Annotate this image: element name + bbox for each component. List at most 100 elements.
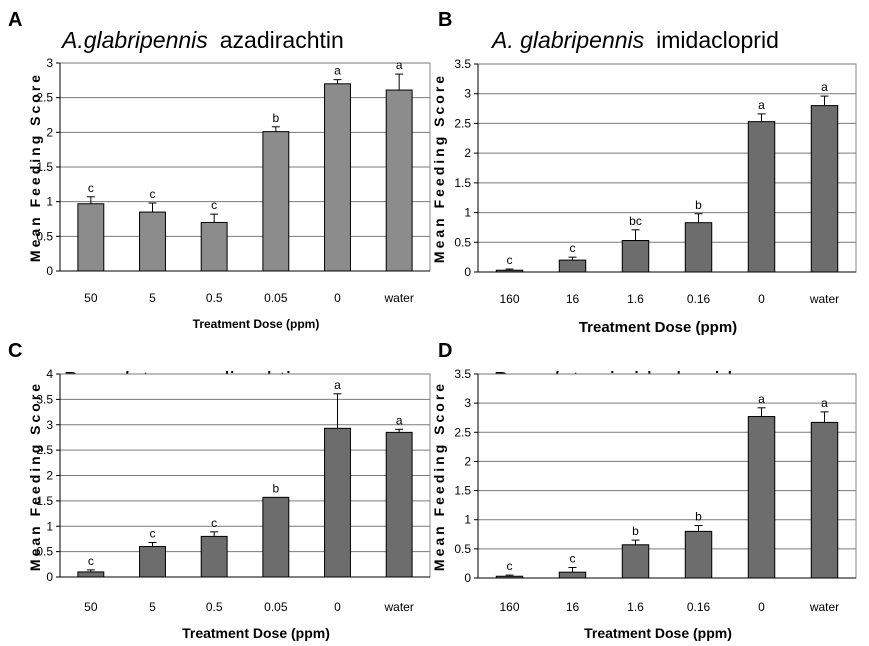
bar <box>684 222 713 273</box>
panel-letter: D <box>438 340 452 362</box>
significance-label: b <box>695 198 702 212</box>
y-tick-label: 0 <box>464 571 471 585</box>
bar <box>139 546 166 578</box>
x-tick-label: 16 <box>566 600 580 614</box>
x-tick-label: 0.16 <box>687 600 711 614</box>
y-axis-label: Mean Feeding Score <box>431 73 447 263</box>
significance-label: a <box>334 64 341 78</box>
x-tick-label: 5 <box>149 600 156 614</box>
y-tick-label: 2 <box>46 469 53 483</box>
chart-panel-a: A A.glabripennis azadirachtin 0 0.5 1 1.5 2 2.5 3… <box>8 9 431 331</box>
bar <box>385 89 413 272</box>
x-tick-label: 0 <box>334 291 341 305</box>
y-tick-label: 1 <box>464 206 471 220</box>
y-tick-label: 2.5 <box>454 425 471 439</box>
bar <box>324 427 351 578</box>
y-tick-label: 3 <box>46 418 53 432</box>
x-axis-label: Treatment Dose (ppm) <box>193 317 320 331</box>
bar <box>621 544 650 579</box>
significance-label: bc <box>629 214 642 228</box>
x-tick-label: 0.16 <box>687 292 711 306</box>
y-tick-label: 2.5 <box>36 91 53 105</box>
bar <box>77 203 105 272</box>
significance-label: a <box>821 80 828 94</box>
x-tick-label: 50 <box>84 600 98 614</box>
y-tick-label: 1 <box>46 519 53 533</box>
significance-label: a <box>396 413 403 427</box>
y-tick-label: 1 <box>464 513 471 527</box>
bar <box>77 571 105 578</box>
panel-letter: B <box>438 9 452 31</box>
y-tick-label: 0 <box>46 264 53 278</box>
y-tick-label: 1.5 <box>36 494 53 508</box>
x-tick-label: 0.5 <box>206 291 223 305</box>
x-tick-label: water <box>383 600 413 614</box>
chart-panel-c: CP. scalatorazadirachtin00.511.522.533.5… <box>8 340 431 641</box>
x-tick-label: water <box>809 600 839 614</box>
significance-label: b <box>695 510 702 524</box>
significance-label: a <box>821 396 828 410</box>
x-tick-label: 16 <box>566 292 580 306</box>
y-tick-label: 0 <box>464 265 471 279</box>
y-tick-label: 3 <box>464 87 471 101</box>
x-tick-label: 0 <box>758 600 765 614</box>
bar <box>262 131 290 272</box>
significance-label: c <box>211 516 217 530</box>
x-tick-label: water <box>383 291 413 305</box>
y-tick-label: 3 <box>46 56 53 70</box>
significance-label: a <box>758 98 765 112</box>
significance-label: b <box>272 111 279 125</box>
chart-title-treatment: azadirachtin <box>220 27 344 53</box>
significance-label: c <box>150 526 156 540</box>
chart-panel-b: B A. glabripennis imidacloprid 0 0.5 1 1.5 2 2.5… <box>431 9 857 336</box>
y-tick-label: 4 <box>46 367 53 381</box>
y-axis-label: Mean Feeding Score <box>27 72 43 262</box>
bar <box>495 575 524 579</box>
y-tick-label: 2.5 <box>36 443 53 457</box>
y-tick-label: 1.5 <box>454 176 471 190</box>
bar <box>810 421 839 579</box>
y-axis-label: Mean Feeding Score <box>431 381 447 571</box>
y-tick-label: 2.5 <box>454 116 471 130</box>
y-tick-label: 2 <box>464 146 471 160</box>
significance-label: a <box>396 58 403 72</box>
y-tick-label: 2 <box>464 454 471 468</box>
plot-area <box>477 63 857 273</box>
x-tick-label: 0 <box>334 600 341 614</box>
y-tick-label: 1.5 <box>36 160 53 174</box>
x-tick-label: 160 <box>499 292 519 306</box>
chart-title: A. glabripennis imidacloprid <box>490 27 779 53</box>
bar <box>262 496 290 578</box>
y-tick-label: 0.5 <box>36 545 53 559</box>
chart-title-treatment: imidacloprid <box>656 27 779 53</box>
bar <box>747 416 776 579</box>
plot-area <box>477 373 857 579</box>
x-axis-label: Treatment Dose (ppm) <box>182 625 330 641</box>
y-tick-label: 2 <box>46 125 53 139</box>
significance-label: c <box>507 559 513 573</box>
x-tick-label: 5 <box>149 291 156 305</box>
x-axis-label: Treatment Dose (ppm) <box>584 625 732 641</box>
bar <box>747 121 776 273</box>
x-tick-label: 0.05 <box>264 600 288 614</box>
bar <box>558 571 587 579</box>
y-tick-label: 3 <box>464 396 471 410</box>
chart-title-species: A.glabripennis <box>60 27 208 53</box>
significance-label: c <box>507 253 513 267</box>
x-tick-label: 1.6 <box>627 292 644 306</box>
bar <box>684 530 713 579</box>
y-axis-label: Mean Feeding Score <box>27 381 43 571</box>
y-tick-label: 0.5 <box>454 542 471 556</box>
significance-label: c <box>570 552 576 566</box>
significance-label: b <box>272 481 279 495</box>
bar <box>139 211 166 272</box>
chart-panel-d: DP. scalatorimidacloprid00.511.522.533.5… <box>431 340 857 641</box>
y-tick-label: 3.5 <box>454 367 471 381</box>
significance-label: c <box>150 187 156 201</box>
significance-label: c <box>88 181 94 195</box>
significance-label: c <box>570 241 576 255</box>
significance-label: b <box>632 524 639 538</box>
significance-label: c <box>211 198 217 212</box>
significance-label: c <box>88 554 94 568</box>
bar <box>558 259 587 273</box>
